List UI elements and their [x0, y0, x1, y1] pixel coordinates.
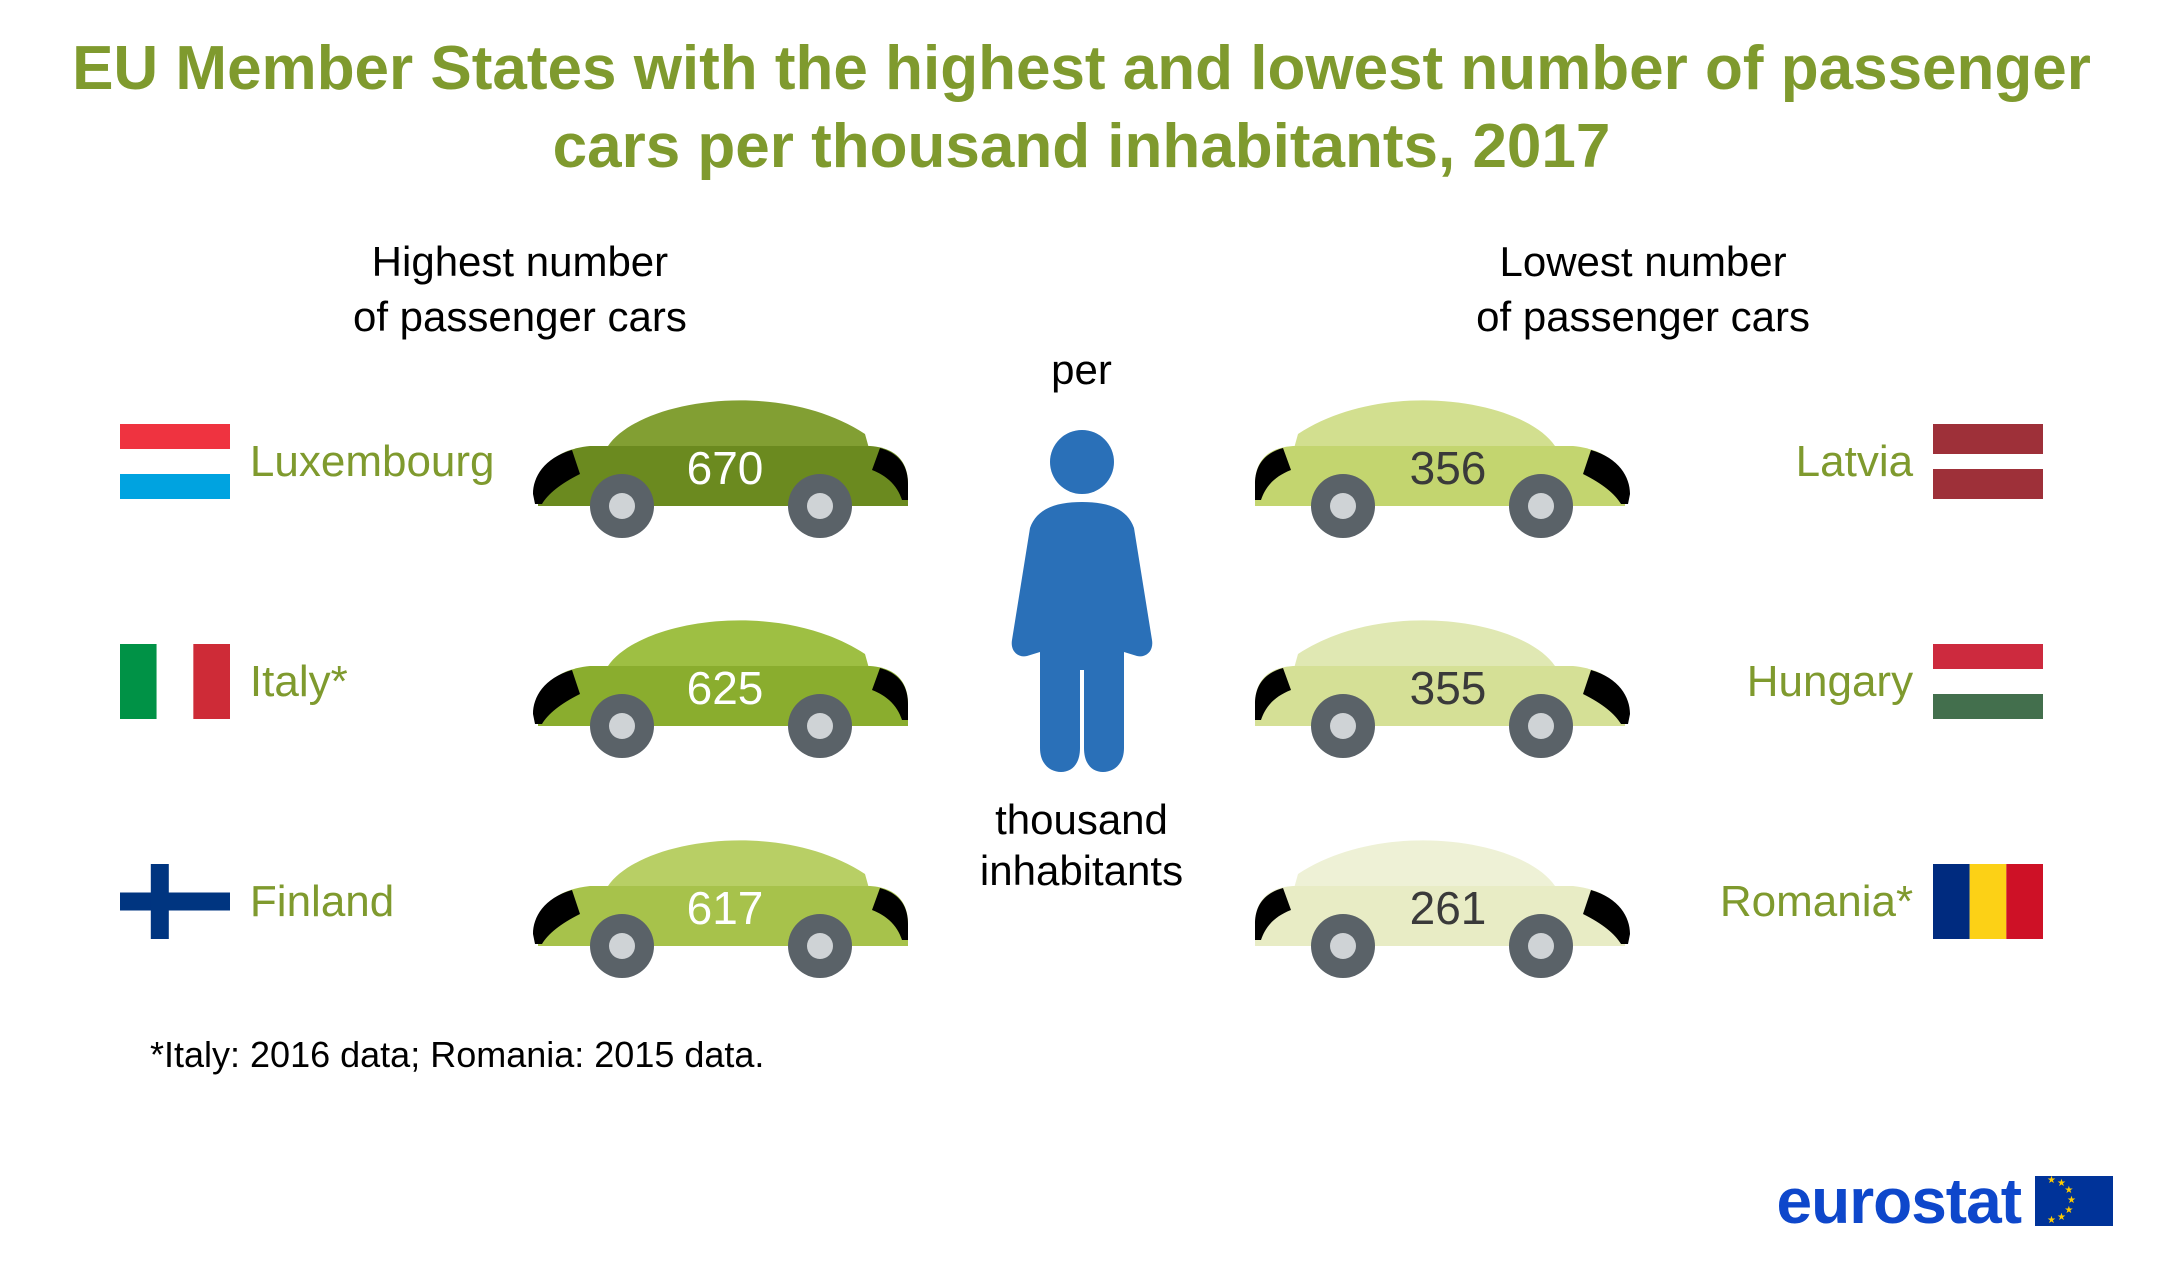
- country-label: Luxembourg: [250, 437, 520, 487]
- main-content: Highest number of passenger cars Luxembo…: [40, 235, 2123, 979]
- data-row: Finland 617: [120, 824, 920, 979]
- footer-logo: eurostat ★★★★★★★: [1777, 1164, 2114, 1238]
- highest-heading-line1: Highest number: [372, 238, 668, 285]
- person-icon: [992, 420, 1172, 780]
- data-row: Latvia 356: [1243, 384, 2043, 539]
- data-row: Romania* 261: [1243, 824, 2043, 979]
- lowest-heading-line1: Lowest number: [1499, 238, 1786, 285]
- eu-flag-icon: ★★★★★★★: [2035, 1176, 2113, 1226]
- car-icon: 261: [1253, 824, 1633, 979]
- svg-text:625: 625: [687, 662, 764, 714]
- data-row: Italy* 625: [120, 604, 920, 759]
- highest-rows: Luxembourg 670 Italy* 625: [120, 384, 920, 979]
- footnote: *Italy: 2016 data; Romania: 2015 data.: [150, 1034, 2123, 1076]
- lowest-rows: Latvia 356 Hungary 355: [1243, 384, 2043, 979]
- data-row: Luxembourg 670: [120, 384, 920, 539]
- svg-text:617: 617: [687, 882, 764, 934]
- car-icon: 625: [530, 604, 910, 759]
- per-label: per: [1051, 345, 1112, 395]
- lowest-column: Lowest number of passenger cars Latvia 3…: [1243, 235, 2043, 979]
- flag-icon-latvia: [1933, 424, 2043, 499]
- center-block: per thousand inhabitants: [980, 345, 1183, 896]
- car-icon: 617: [530, 824, 910, 979]
- page-title: EU Member States with the highest and lo…: [40, 30, 2123, 185]
- country-label: Romania*: [1643, 877, 1913, 927]
- flag-icon-luxembourg: [120, 424, 230, 499]
- lowest-heading: Lowest number of passenger cars: [1476, 235, 1810, 344]
- flag-icon-romania: [1933, 864, 2043, 939]
- eurostat-logo-text: eurostat: [1777, 1164, 2022, 1238]
- car-icon: 670: [530, 384, 910, 539]
- country-label: Italy*: [250, 657, 520, 707]
- data-row: Hungary 355: [1243, 604, 2043, 759]
- svg-text:261: 261: [1410, 882, 1487, 934]
- infographic-page: EU Member States with the highest and lo…: [0, 0, 2163, 1268]
- highest-heading: Highest number of passenger cars: [353, 235, 687, 344]
- svg-text:670: 670: [687, 442, 764, 494]
- country-label: Finland: [250, 877, 520, 927]
- car-icon: 356: [1253, 384, 1633, 539]
- highest-column: Highest number of passenger cars Luxembo…: [120, 235, 920, 979]
- flag-icon-italy: [120, 644, 230, 719]
- car-icon: 355: [1253, 604, 1633, 759]
- highest-heading-line2: of passenger cars: [353, 293, 687, 340]
- lowest-heading-line2: of passenger cars: [1476, 293, 1810, 340]
- thousand-label: thousand inhabitants: [980, 795, 1183, 896]
- flag-icon-finland: [120, 864, 230, 939]
- country-label: Hungary: [1643, 657, 1913, 707]
- flag-icon-hungary: [1933, 644, 2043, 719]
- country-label: Latvia: [1643, 437, 1913, 487]
- svg-text:356: 356: [1410, 442, 1487, 494]
- svg-text:355: 355: [1410, 662, 1487, 714]
